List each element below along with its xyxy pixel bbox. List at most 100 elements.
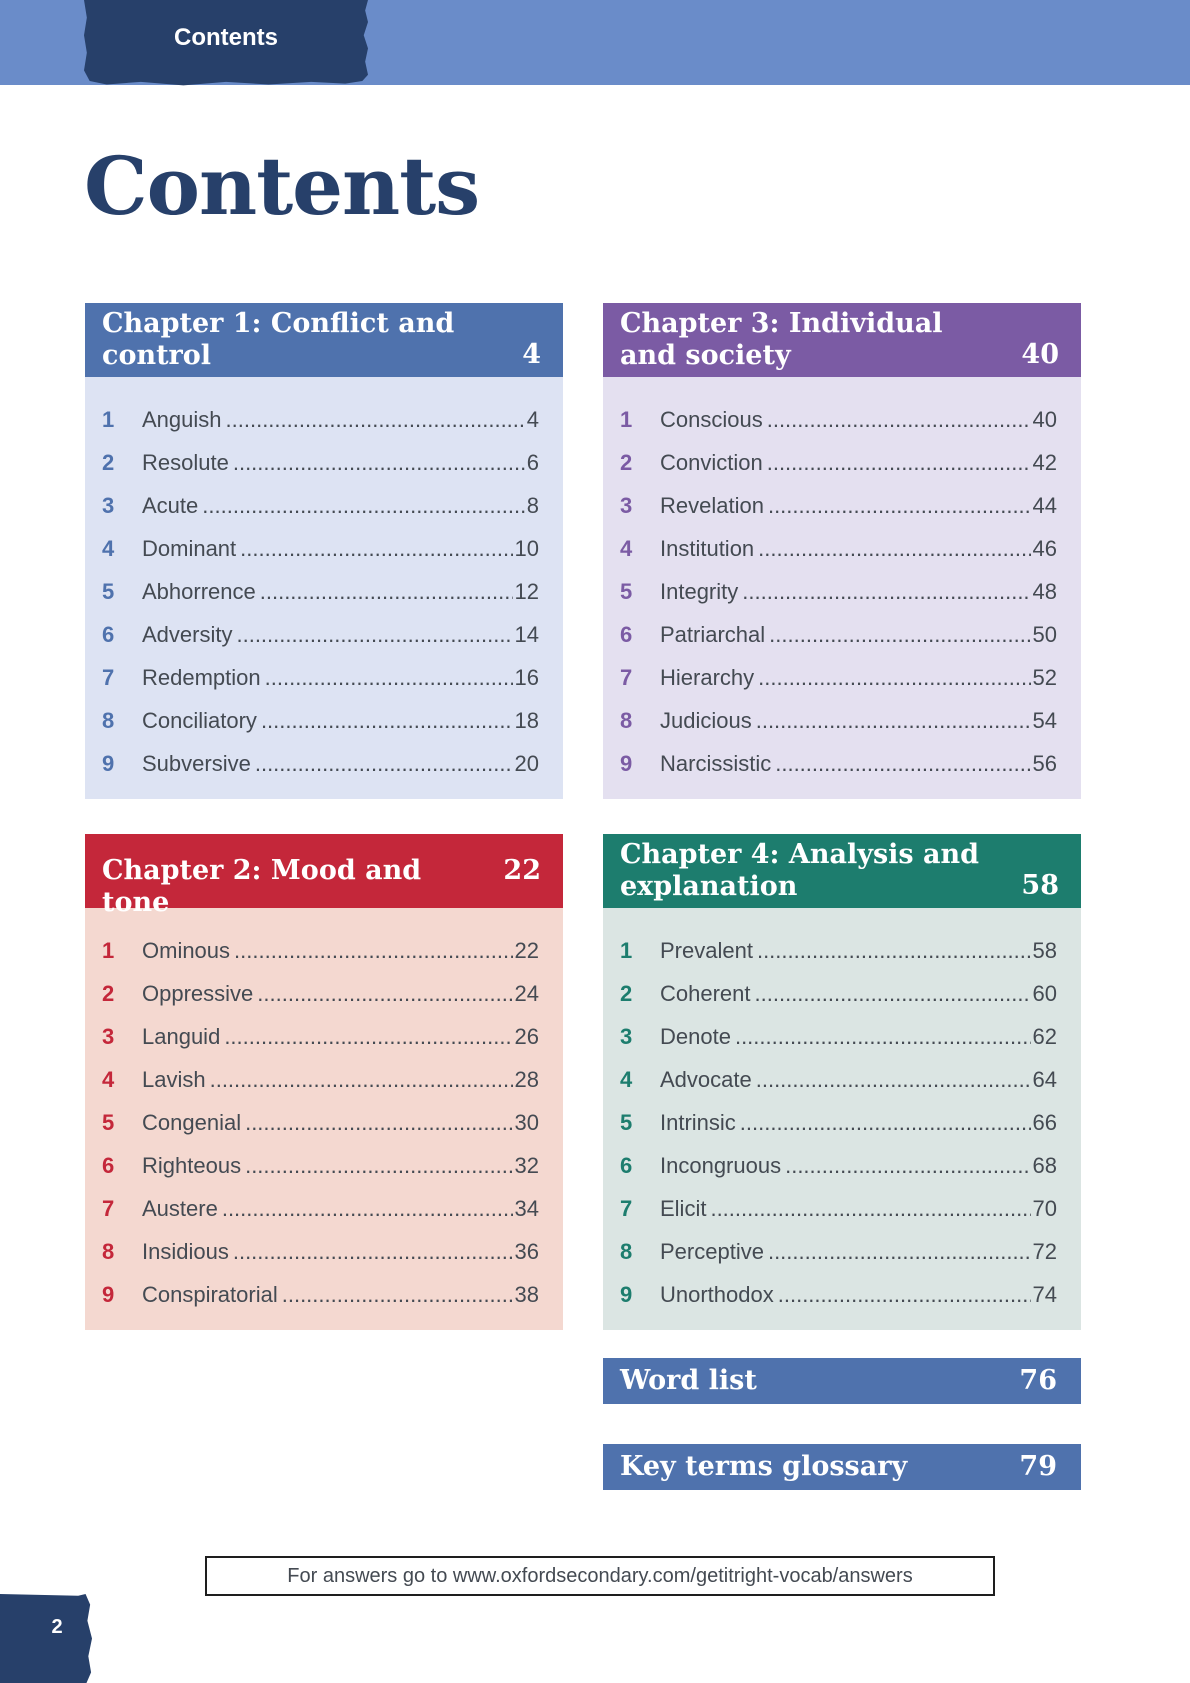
dot-leader <box>758 527 1030 570</box>
toc-entry[interactable]: 5 Intrinsic 66 <box>603 1101 1081 1144</box>
toc-entry[interactable]: 8 Judicious 54 <box>603 699 1081 742</box>
dot-leader <box>245 1144 512 1187</box>
entry-page: 36 <box>514 1239 539 1264</box>
toc-entry[interactable]: 2 Coherent 60 <box>603 972 1081 1015</box>
toc-entry[interactable]: 9 Unorthodox 74 <box>603 1273 1081 1316</box>
entry-word: Unorthodox <box>660 1282 774 1307</box>
entry-row: Hierarchy 52 <box>660 656 1057 699</box>
entry-page: 58 <box>1032 938 1057 963</box>
chapter-1-header[interactable]: Chapter 1: Conflict and control 4 <box>85 303 563 377</box>
toc-entry[interactable]: 5 Integrity 48 <box>603 570 1081 613</box>
toc-entry[interactable]: 1 Ominous 22 <box>85 929 563 972</box>
toc-entry[interactable]: 1 Prevalent 58 <box>603 929 1081 972</box>
chapter-page: 4 <box>522 339 541 370</box>
entry-number: 5 <box>620 1110 633 1135</box>
entry-page: 20 <box>514 751 539 776</box>
entry-row: Denote 62 <box>660 1015 1057 1058</box>
entry-number: 8 <box>102 1239 115 1264</box>
toc-entry[interactable]: 7 Hierarchy 52 <box>603 656 1081 699</box>
entry-number: 9 <box>102 1282 115 1307</box>
toc-entry[interactable]: 9 Subversive 20 <box>85 742 563 785</box>
entry-word: Judicious <box>660 708 752 733</box>
toc-entry[interactable]: 1 Anguish 4 <box>85 398 563 441</box>
entry-word: Oppressive <box>142 981 254 1006</box>
dot-leader <box>710 1187 1030 1230</box>
entry-page: 38 <box>514 1282 539 1307</box>
dot-leader <box>260 570 513 613</box>
entry-page: 70 <box>1032 1196 1057 1221</box>
entry-number: 2 <box>620 450 633 475</box>
entry-row: Insidious 36 <box>142 1230 539 1273</box>
chapter-page: 40 <box>1021 339 1059 370</box>
entry-number: 9 <box>620 1282 633 1307</box>
dot-leader <box>756 1058 1031 1101</box>
toc-entry[interactable]: 6 Patriarchal 50 <box>603 613 1081 656</box>
entry-number: 3 <box>102 493 115 518</box>
toc-entry[interactable]: 6 Adversity 14 <box>85 613 563 656</box>
toc-entry[interactable]: 3 Languid 26 <box>85 1015 563 1058</box>
entry-number: 8 <box>620 1239 633 1264</box>
toc-entry[interactable]: 2 Oppressive 24 <box>85 972 563 1015</box>
entry-number: 5 <box>620 579 633 604</box>
toc-entry[interactable]: 8 Insidious 36 <box>85 1230 563 1273</box>
dot-leader <box>757 929 1031 972</box>
dot-leader <box>742 570 1030 613</box>
toc-entry[interactable]: 9 Conspiratorial 38 <box>85 1273 563 1316</box>
dot-leader <box>224 1015 512 1058</box>
entry-number: 4 <box>102 1067 115 1092</box>
entry-number: 2 <box>102 450 115 475</box>
toc-entry[interactable]: 3 Acute 8 <box>85 484 563 527</box>
toc-entry[interactable]: 3 Denote 62 <box>603 1015 1081 1058</box>
dot-leader <box>257 972 512 1015</box>
toc-entry[interactable]: 4 Advocate 64 <box>603 1058 1081 1101</box>
toc-entry[interactable]: 4 Dominant 10 <box>85 527 563 570</box>
chapter-2-header[interactable]: Chapter 2: Mood and tone 22 <box>85 834 563 918</box>
toc-entry[interactable]: 6 Righteous 32 <box>85 1144 563 1187</box>
chapter-3-header[interactable]: Chapter 3: Individual and society 40 <box>603 303 1081 377</box>
dot-leader <box>767 441 1031 484</box>
entry-word: Patriarchal <box>660 622 766 647</box>
toc-entry[interactable]: 7 Redemption 16 <box>85 656 563 699</box>
entry-page: 12 <box>514 579 539 604</box>
entry-page: 4 <box>526 407 539 432</box>
entry-word: Conviction <box>660 450 763 475</box>
toc-entry[interactable]: 5 Abhorrence 12 <box>85 570 563 613</box>
word-list-label: Word list <box>620 1365 757 1396</box>
entry-page: 72 <box>1032 1239 1057 1264</box>
entry-row: Adversity 14 <box>142 613 539 656</box>
toc-entry[interactable]: 5 Congenial 30 <box>85 1101 563 1144</box>
entry-word: Insidious <box>142 1239 229 1264</box>
entry-number: 6 <box>102 1153 115 1178</box>
entry-page: 34 <box>514 1196 539 1221</box>
entry-word: Conciliatory <box>142 708 257 733</box>
toc-entry[interactable]: 9 Narcissistic 56 <box>603 742 1081 785</box>
glossary-link[interactable]: Key terms glossary 79 <box>603 1444 1081 1490</box>
entry-page: 28 <box>514 1067 539 1092</box>
entry-page: 14 <box>514 622 539 647</box>
entry-number: 1 <box>102 938 115 963</box>
entry-page: 56 <box>1032 751 1057 776</box>
toc-entry[interactable]: 7 Elicit 70 <box>603 1187 1081 1230</box>
dot-leader <box>233 1230 513 1273</box>
toc-entry[interactable]: 2 Resolute 6 <box>85 441 563 484</box>
toc-entry[interactable]: 4 Lavish 28 <box>85 1058 563 1101</box>
entry-row: Conscious 40 <box>660 398 1057 441</box>
toc-entry[interactable]: 2 Conviction 42 <box>603 441 1081 484</box>
toc-entry[interactable]: 8 Conciliatory 18 <box>85 699 563 742</box>
toc-entry[interactable]: 4 Institution 46 <box>603 527 1081 570</box>
entry-word: Abhorrence <box>142 579 256 604</box>
word-list-link[interactable]: Word list 76 <box>603 1358 1081 1404</box>
toc-entry[interactable]: 7 Austere 34 <box>85 1187 563 1230</box>
entry-page: 60 <box>1032 981 1057 1006</box>
entry-number: 9 <box>102 751 115 776</box>
entry-row: Integrity 48 <box>660 570 1057 613</box>
entry-number: 7 <box>102 1196 115 1221</box>
entry-word: Austere <box>142 1196 218 1221</box>
toc-entry[interactable]: 8 Perceptive 72 <box>603 1230 1081 1273</box>
entry-number: 5 <box>102 579 115 604</box>
chapter-4-header[interactable]: Chapter 4: Analysis and explanation 58 <box>603 834 1081 908</box>
dot-leader <box>240 527 512 570</box>
toc-entry[interactable]: 3 Revelation 44 <box>603 484 1081 527</box>
toc-entry[interactable]: 6 Incongruous 68 <box>603 1144 1081 1187</box>
toc-entry[interactable]: 1 Conscious 40 <box>603 398 1081 441</box>
